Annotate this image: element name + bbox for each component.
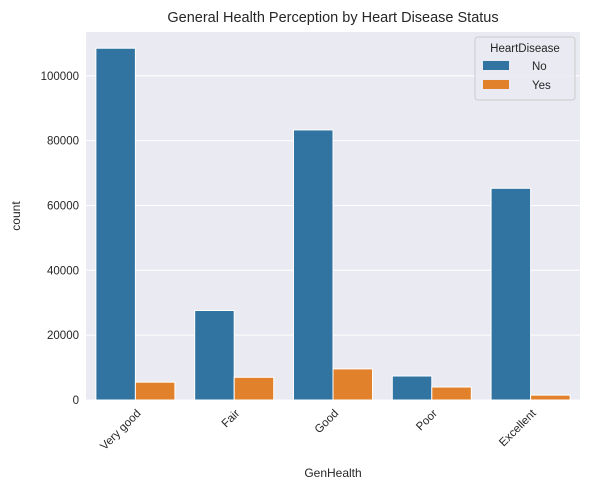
bar-no-very-good — [95, 47, 136, 401]
bar-no-poor — [391, 375, 433, 401]
y-axis-label: count — [9, 201, 23, 231]
chart-title: General Health Perception by Heart Disea… — [167, 10, 498, 26]
legend-label-yes: Yes — [532, 80, 551, 92]
bar-yes-poor — [431, 386, 472, 401]
bar-yes-very-good — [134, 381, 176, 401]
x-axis-label: GenHealth — [304, 466, 361, 480]
y-tick-label: 60000 — [47, 200, 79, 212]
x-tick-label: Poor — [414, 408, 440, 434]
bar-no-excellent — [490, 187, 532, 401]
bar-no-good — [292, 129, 334, 401]
bar-yes-good — [332, 368, 374, 401]
bars — [95, 47, 571, 401]
legend-label-no: No — [532, 61, 547, 73]
x-tick-label: Very good — [98, 408, 143, 453]
legend-swatch-no — [483, 61, 509, 70]
y-tick-label: 100000 — [41, 71, 79, 83]
y-tick-label: 40000 — [47, 265, 79, 277]
bar-yes-fair — [233, 376, 275, 401]
bar-yes-excellent — [530, 394, 571, 401]
legend: HeartDisease No Yes — [474, 36, 576, 101]
legend-items: No Yes — [483, 61, 551, 92]
legend-swatch-yes — [483, 80, 509, 89]
x-tick-label: Good — [313, 408, 341, 436]
bar-no-fair — [194, 310, 235, 401]
legend-title: HeartDisease — [490, 43, 560, 55]
y-tick-label: 0 — [73, 395, 79, 407]
x-tick-label: Excellent — [497, 407, 539, 449]
y-tick-label: 20000 — [47, 330, 79, 342]
x-tick-labels: Very good Fair Good Poor Excellent — [98, 407, 539, 453]
y-tick-labels: 0 20000 40000 60000 80000 100000 — [41, 71, 79, 407]
y-tick-label: 80000 — [47, 136, 79, 148]
x-tick-label: Fair — [220, 408, 243, 431]
